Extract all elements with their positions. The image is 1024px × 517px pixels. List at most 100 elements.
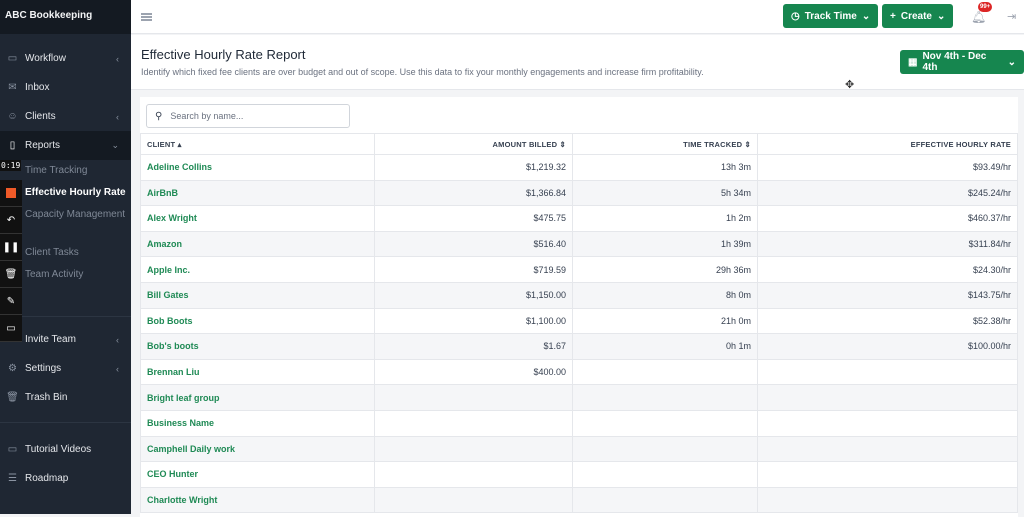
client-name-link[interactable]: Business Name	[140, 409, 375, 437]
sidebar-item-trash-bin[interactable]: 🗑 Trash Bin	[0, 383, 131, 412]
effective-hourly-rate	[757, 461, 1018, 488]
create-button[interactable]: + Create ⌄	[882, 4, 954, 28]
label: Invite Team	[25, 334, 76, 345]
client-name-link[interactable]: Apple Inc.	[140, 256, 375, 283]
label: Roadmap	[25, 473, 69, 484]
table-row: Charlotte Wright	[140, 486, 1018, 514]
column-time-tracked[interactable]: TIME TRACKED ⇕	[572, 133, 758, 155]
amount-billed: $400.00	[374, 358, 573, 386]
date-range-button[interactable]: ▦ Nov 4th - Dec 4th ⌄	[900, 50, 1024, 74]
label: Track Time	[804, 10, 857, 22]
subitem-effective-hourly-rate[interactable]: Effective Hourly Rate	[25, 187, 126, 199]
time-tracked	[572, 409, 758, 437]
label: Create	[900, 10, 932, 22]
amount-billed: $1,366.84	[374, 179, 573, 207]
sidebar-item-reports[interactable]: ▯ Reports ⌄	[0, 131, 131, 160]
label: Inbox	[25, 82, 50, 93]
effective-hourly-rate: $52.38/hr	[757, 307, 1018, 335]
sidebar-item-clients[interactable]: ☺ Clients ‹	[0, 102, 131, 131]
chevron-down-icon: ⌄	[936, 10, 946, 22]
effective-hourly-rate	[757, 486, 1018, 514]
effective-hourly-rate: $143.75/hr	[757, 281, 1018, 309]
amount-billed: $475.75	[374, 205, 573, 232]
client-name-link[interactable]: Adeline Collins	[140, 154, 375, 181]
subitem-capacity-management[interactable]: Capacity Management	[25, 209, 126, 220]
hamburger-menu-icon[interactable]	[141, 12, 152, 21]
client-name-link[interactable]: Bill Gates	[140, 281, 375, 309]
sidebar-item-tutorial-videos[interactable]: ▭ Tutorial Videos	[0, 435, 131, 464]
draw-button[interactable]: ✎	[0, 288, 22, 315]
time-tracked	[572, 486, 758, 514]
subitem-team-activity[interactable]: Team Activity	[25, 269, 84, 281]
trash-icon: 🗑	[6, 392, 19, 403]
amount-billed	[374, 384, 573, 411]
time-tracked: 1h 2m	[572, 205, 758, 232]
effective-hourly-rate: $100.00/hr	[757, 333, 1018, 360]
client-name-link[interactable]: Bob Boots	[140, 307, 375, 335]
subitem-client-tasks[interactable]: Client Tasks	[25, 247, 79, 259]
client-name-link[interactable]: CEO Hunter	[140, 461, 375, 488]
table-row: Bob Boots $1,100.00 21h 0m $52.38/hr	[140, 307, 1018, 335]
client-name-link[interactable]: Bright leaf group	[140, 384, 375, 411]
effective-hourly-rate: $311.84/hr	[757, 230, 1018, 258]
pause-icon: ❚❚	[2, 241, 20, 253]
time-tracked: 0h 1m	[572, 333, 758, 360]
sidebar-item-settings[interactable]: ⚙ Settings ‹	[0, 354, 131, 383]
effective-hourly-rate	[757, 409, 1018, 437]
pause-button[interactable]: ❚❚	[0, 234, 22, 261]
brand-name: ABC Bookkeeping	[0, 0, 131, 34]
column-amount-billed[interactable]: AMOUNT BILLED ⇕	[374, 133, 573, 155]
delete-button[interactable]: 🗑	[0, 261, 22, 288]
client-name-link[interactable]: Camphell Daily work	[140, 435, 375, 463]
chevron-down-icon: ⌄	[861, 10, 871, 22]
track-time-button[interactable]: ◷ Track Time ⌄	[783, 4, 879, 28]
table-row: Bob's boots $1.67 0h 1m $100.00/hr	[140, 333, 1018, 360]
effective-hourly-rate	[757, 358, 1018, 386]
camera-button[interactable]: ▭	[0, 315, 22, 342]
subitem-time-tracking[interactable]: Time Tracking	[25, 165, 88, 177]
table-row: Adeline Collins $1,219.32 13h 3m $93.49/hr	[140, 154, 1018, 181]
time-tracked	[572, 384, 758, 411]
client-name-link[interactable]: Alex Wright	[140, 205, 375, 232]
bell-icon[interactable]: 🔔︎	[971, 10, 987, 24]
amount-billed	[374, 486, 573, 514]
search-input[interactable]	[170, 111, 331, 121]
mail-icon: ✉	[8, 82, 17, 93]
clock-icon: ◷	[791, 10, 800, 22]
column-client[interactable]: CLIENT ▴	[140, 133, 375, 155]
sidebar-item-workflow[interactable]: ▭ Workflow ‹	[0, 44, 131, 73]
client-name-link[interactable]: Brennan Liu	[140, 358, 375, 386]
label: Trash Bin	[25, 392, 68, 403]
client-name-link[interactable]: AirBnB	[140, 179, 375, 207]
search-box[interactable]: ⚲	[146, 104, 350, 128]
pen-icon: ✎	[6, 295, 16, 307]
table-row: Alex Wright $475.75 1h 2m $460.37/hr	[140, 205, 1018, 232]
table-row: Brennan Liu $400.00	[140, 358, 1018, 386]
label: Settings	[25, 363, 62, 374]
divider	[0, 422, 131, 423]
time-tracked	[572, 435, 758, 463]
client-name-link[interactable]: Amazon	[140, 230, 375, 258]
label: Reports	[25, 140, 61, 151]
effective-hourly-rate: $24.30/hr	[757, 256, 1018, 283]
chevron-left-icon: ‹	[116, 53, 119, 64]
effective-hourly-rate: $93.49/hr	[757, 154, 1018, 181]
page-header: Effective Hourly Rate Report Identify wh…	[131, 35, 1024, 90]
undo-button[interactable]: ↶	[0, 207, 22, 234]
table-row: Amazon $516.40 1h 39m $311.84/hr	[140, 230, 1018, 258]
sidebar: ABC Bookkeeping ▭ Workflow ‹ ✉ Inbox ☺ Clien…	[0, 0, 131, 514]
amount-billed: $1,100.00	[374, 307, 573, 335]
client-name-link[interactable]: Bob's boots	[140, 333, 375, 360]
amount-billed: $1.67	[374, 333, 573, 360]
client-name-link[interactable]: Charlotte Wright	[140, 486, 375, 514]
sidebar-item-roadmap[interactable]: ☰ Roadmap	[0, 464, 131, 493]
effective-hourly-rate: $460.37/hr	[757, 205, 1018, 232]
amount-billed: $516.40	[374, 230, 573, 258]
chevron-down-icon: ⌄	[111, 140, 119, 150]
effective-hourly-rate: $245.24/hr	[757, 179, 1018, 207]
undo-icon: ↶	[6, 214, 16, 226]
chevron-left-icon: ‹	[116, 363, 119, 374]
stop-record-button[interactable]	[0, 180, 22, 207]
sidebar-item-inbox[interactable]: ✉ Inbox	[0, 73, 131, 102]
logout-icon[interactable]: ⇥	[1007, 11, 1017, 23]
